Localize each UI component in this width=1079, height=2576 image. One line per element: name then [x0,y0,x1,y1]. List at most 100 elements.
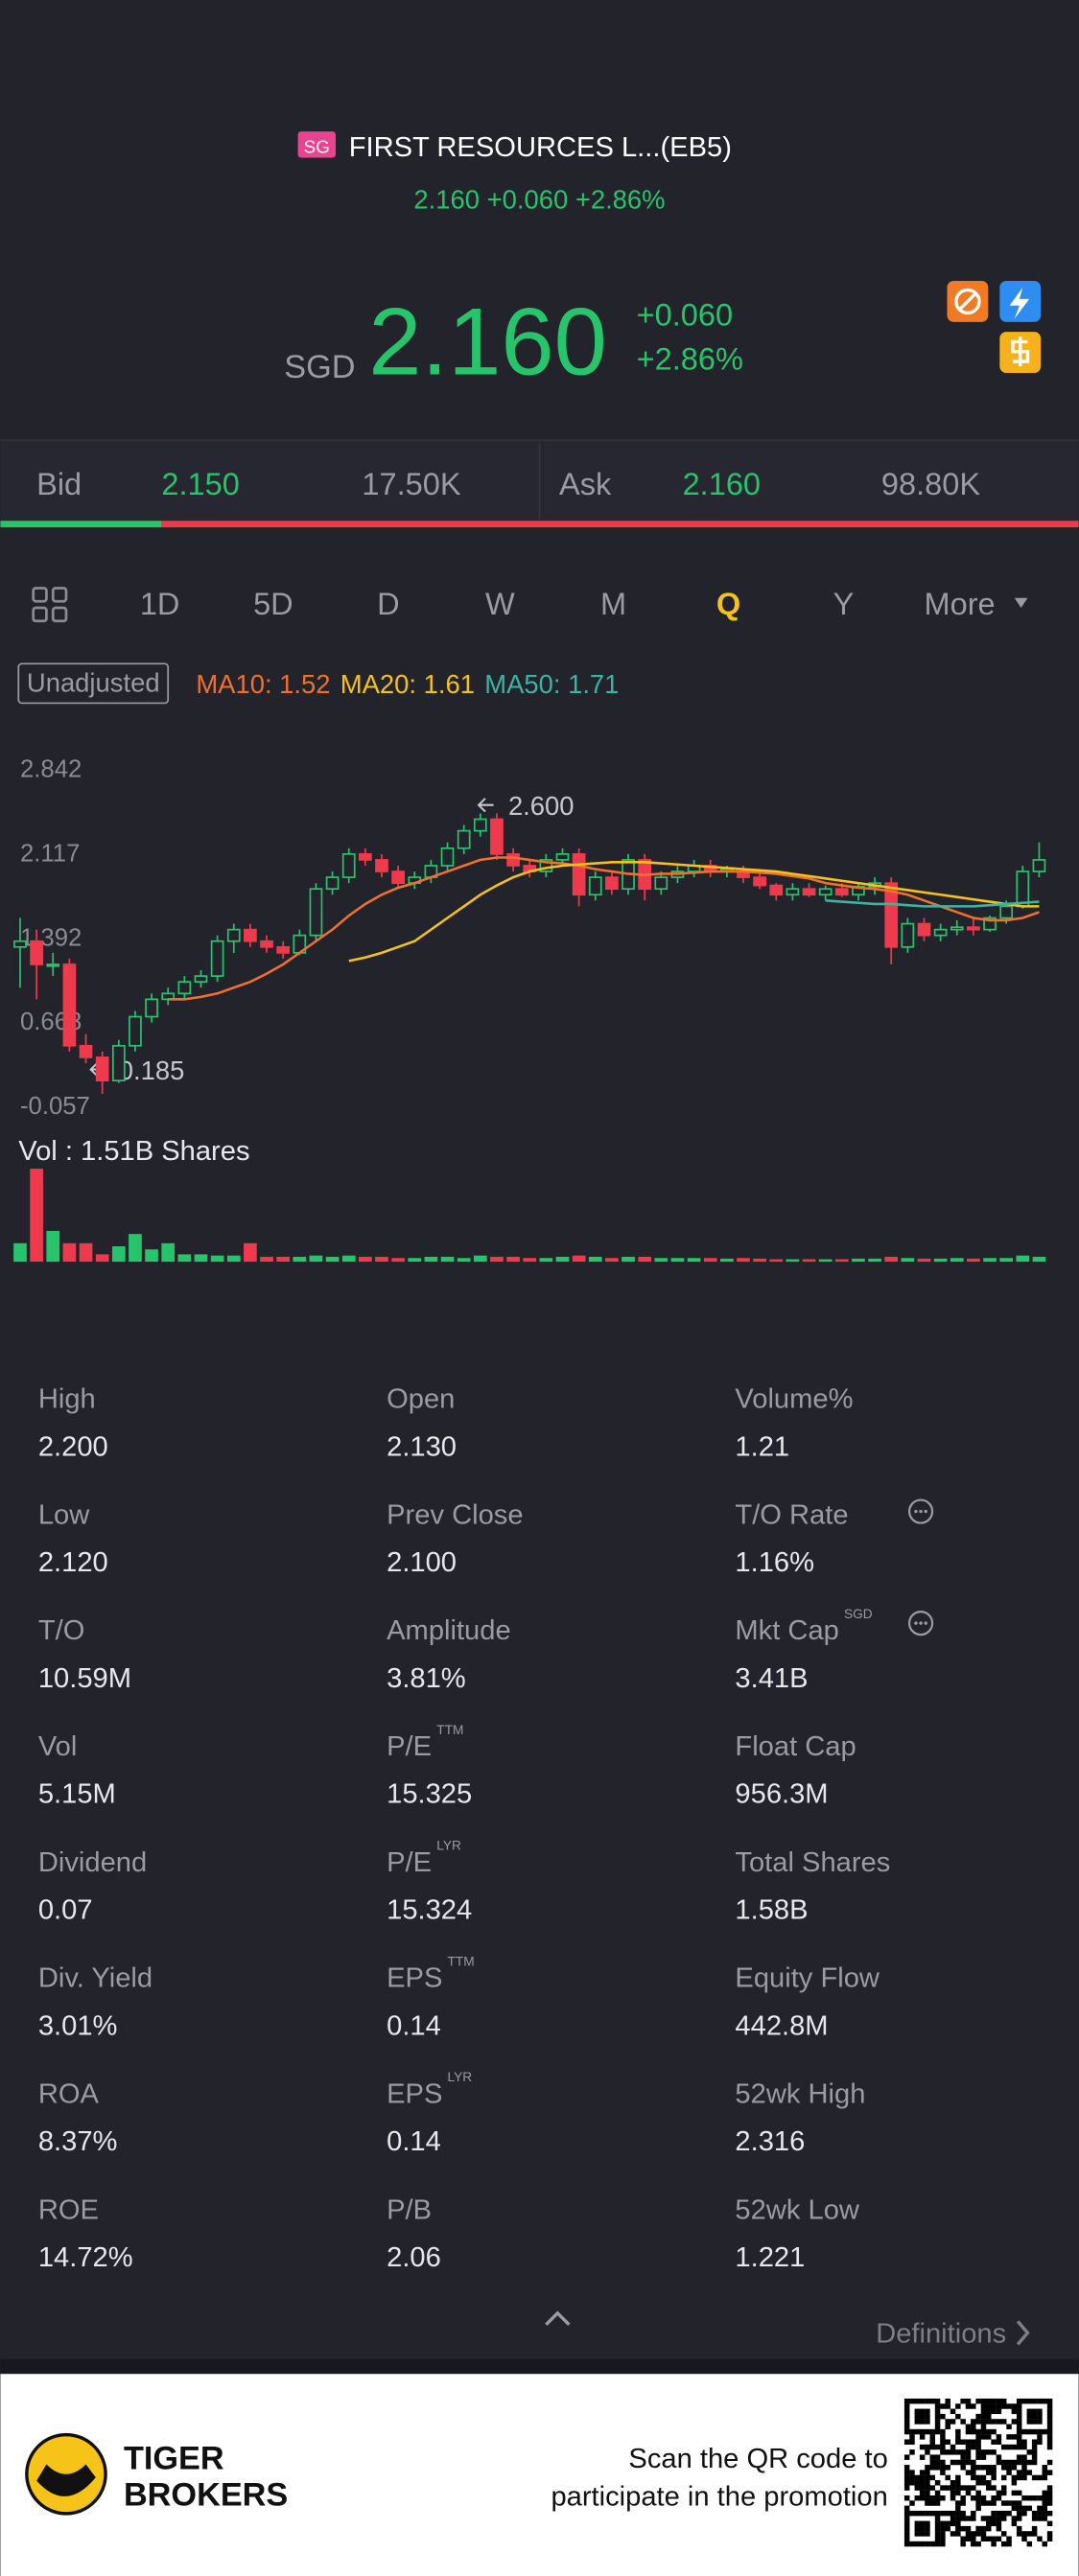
ma-line [348,861,1040,963]
market-badge-text: SG [304,136,330,156]
qr-module [934,2495,941,2501]
qr-module [950,2459,956,2466]
qr-module [996,2398,1002,2404]
qr-module [1016,2454,1022,2460]
qr-module [903,2419,910,2425]
qr-module [940,2536,946,2542]
candle-body [983,917,997,931]
qr-module [909,2434,915,2440]
qr-module [1016,2434,1022,2440]
qr-module [1011,2408,1018,2415]
qr-module [1021,2495,1027,2501]
qr-module [934,2480,941,2486]
qr-module [1016,2500,1022,2506]
qr-module [971,2495,976,2501]
period-tab[interactable]: Q [716,587,740,621]
qr-module [1000,2510,1007,2517]
period-tab[interactable]: W [485,587,515,621]
info-icon[interactable] [907,1498,934,1636]
price-change-pct: +2.86% [637,342,743,377]
qr-module [1046,2536,1053,2542]
stat-value: 1.221 [735,2242,805,2273]
adjust-box[interactable] [17,662,170,705]
qr-module [1000,2531,1007,2537]
qr-module [1021,2505,1027,2512]
qr-module [955,2474,961,2481]
qr-module [986,2525,992,2532]
stat-value: 3.01% [38,2010,118,2041]
qr-module [965,2398,972,2404]
qr-module [1000,2485,1007,2491]
stat-label: Total Shares [735,1847,890,1878]
qr-module [945,2449,950,2455]
qr-module [1037,2428,1043,2435]
bid-label: Bid [36,467,82,501]
candle-body [1032,859,1046,872]
qr-module [909,2439,915,2445]
layout-icon[interactable] [32,587,68,623]
qr-module [1016,2510,1022,2517]
collapse-chevron[interactable] [545,2310,571,2327]
stat-label: P/B [387,2194,432,2225]
period-tab[interactable]: 1D [140,587,180,621]
qr-module [955,2520,961,2527]
candle-body [440,847,455,867]
stat-value: 1.16% [735,1547,814,1578]
qr-module [1016,2413,1022,2420]
qr-module [1046,2434,1053,2440]
stat-tag: TTM [436,1723,463,1737]
stat-value: 2.100 [387,1547,457,1578]
volume-bar [177,1254,192,1263]
qr-module [1000,2403,1007,2409]
volume-bar [703,1258,717,1263]
qr-module [945,2403,950,2409]
candle-body [999,905,1014,919]
definitions-link[interactable]: Definitions [876,2319,1006,2350]
period-tab[interactable]: D [377,587,400,621]
candle-body [901,922,915,948]
qr-module [1031,2444,1038,2450]
qr-module [1031,2454,1038,2460]
period-tab[interactable]: 5D [253,587,293,621]
qr-module [934,2403,941,2409]
qr-module [965,2428,972,2435]
qr-module [919,2495,926,2501]
qr-module [929,2541,936,2547]
qr-module [945,2520,950,2527]
candle-body [786,888,800,896]
stat-label: T/O [38,1615,85,1646]
qr-module [971,2465,976,2471]
qr-module [919,2490,926,2496]
qr-module [1031,2398,1038,2404]
qr-code[interactable] [903,2398,1053,2547]
qr-module [1011,2480,1018,2486]
stat-value: 10.59M [38,1663,131,1694]
definitions-chevron[interactable] [1016,2320,1030,2346]
brand-line: BROKERS [124,2476,288,2513]
qr-module [909,2500,915,2506]
adjust-label[interactable]: Unadjusted [27,667,160,697]
qr-module [996,2419,1002,2425]
qr-module [980,2403,987,2409]
qr-module [909,2474,915,2481]
candle-body [194,975,208,984]
period-tab[interactable]: More [924,587,995,621]
period-tab[interactable]: Y [833,587,855,621]
last-price: 2.160 [368,290,607,396]
promo-line: participate in the promotion [551,2481,887,2512]
period-tab[interactable]: M [600,587,626,621]
qr-module [955,2480,961,2486]
more-caret [1014,597,1028,609]
volume-bar [391,1258,405,1263]
qr-module [960,2398,966,2404]
qr-module [903,2398,910,2404]
low-annotation: 0.185 [119,1056,185,1085]
qr-module [1037,2516,1043,2521]
divider [0,2358,1079,2375]
qr-module [991,2470,997,2475]
qr-module [980,2525,987,2532]
qr-module [1026,2459,1033,2466]
candle-body [375,859,388,872]
qr-module [991,2520,997,2527]
stat-value: 0.07 [38,1895,93,1926]
